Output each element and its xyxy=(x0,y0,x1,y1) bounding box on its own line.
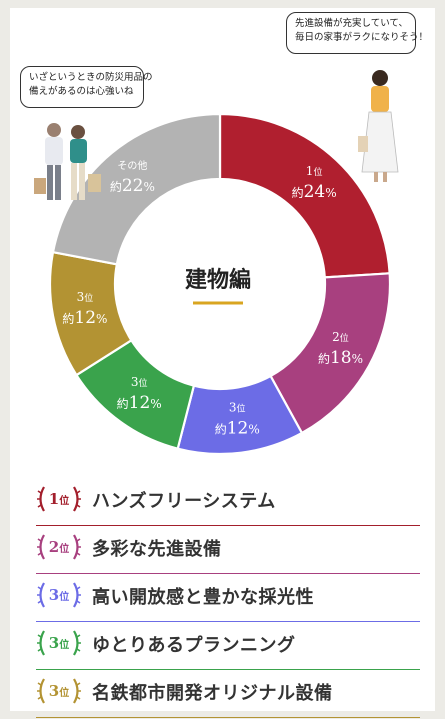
slice-value-label: 約24% xyxy=(292,182,337,202)
slice-rank-label: その他 xyxy=(117,159,147,172)
laurel-badge-icon: 3位 xyxy=(36,628,82,658)
couple-illustration xyxy=(34,123,101,200)
slice-value-label: 約12% xyxy=(215,418,260,438)
slice-rank-label: 3位 xyxy=(77,290,94,304)
ranking-item: 1位 ハンズフリーシステム xyxy=(36,478,420,526)
laurel-badge-icon: 1位 xyxy=(36,484,82,514)
ranking-label: ゆとりあるプランニング xyxy=(92,635,296,656)
speech-bubble-left: いざというときの防災用品の 備えがあるのは心強いね xyxy=(20,66,153,108)
bubble-text: 先進設備が充実していて、 xyxy=(295,18,408,29)
slice-value-label: 約18% xyxy=(318,348,363,368)
ranking-label: 高い開放感と豊かな採光性 xyxy=(92,587,314,608)
slice-rank-label: 3位 xyxy=(131,375,148,389)
pie-slice-1 xyxy=(218,112,391,279)
laurel-badge-icon: 2位 xyxy=(36,532,82,562)
ranking-item: 3位 高い開放感と豊かな採光性 xyxy=(36,574,420,622)
laurel-badge-icon: 3位 xyxy=(36,676,82,706)
slice-value-label: 約22% xyxy=(110,176,155,196)
speech-bubble-right: 先進設備が充実していて、 毎日の家事がラクになりそう！ xyxy=(286,12,429,54)
slice-rank-label: 1位 xyxy=(306,164,323,178)
ranking-item: 3位 ゆとりあるプランニング xyxy=(36,622,420,670)
ranking-label: ハンズフリーシステム xyxy=(92,491,276,512)
ranking-item: 3位 名鉄都市開発オリジナル設備 xyxy=(36,670,420,718)
laurel-badge-icon: 3位 xyxy=(36,580,82,610)
bubble-text: 備えがあるのは心強いね xyxy=(29,86,134,97)
ranking-list: 1位 ハンズフリーシステム 2位 多彩な先進設備 3位 高い開放感と豊かな採光性 3位 ゆとり… xyxy=(36,478,420,718)
ranking-label: 多彩な先進設備 xyxy=(92,539,222,560)
bubble-text: いざというときの防災用品の xyxy=(29,72,153,83)
slice-value-label: 約12% xyxy=(62,308,107,328)
bubble-text: 毎日の家事がラクになりそう！ xyxy=(295,32,429,43)
ranking-label: 名鉄都市開発オリジナル設備 xyxy=(92,683,333,704)
slice-rank-label: 2位 xyxy=(332,330,349,344)
center-label: 建物編 xyxy=(185,267,251,293)
ranking-item: 2位 多彩な先進設備 xyxy=(36,526,420,574)
slice-rank-label: 3位 xyxy=(229,400,246,414)
woman-illustration xyxy=(358,70,399,182)
slice-value-label: 約12% xyxy=(117,393,162,413)
